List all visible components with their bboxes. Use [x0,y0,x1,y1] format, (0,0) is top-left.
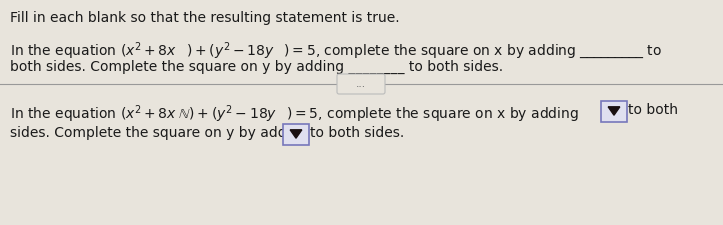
Polygon shape [290,130,301,138]
Text: Fill in each blank so that the resulting statement is true.: Fill in each blank so that the resulting… [10,11,400,25]
Polygon shape [608,107,620,115]
Text: sides. Complete the square on y by adding: sides. Complete the square on y by addin… [10,126,308,140]
Text: In the equation $(x^2 + 8x\;\mathbb{N}) + (y^2 - 18y\;\;\;) = 5$, complete the s: In the equation $(x^2 + 8x\;\mathbb{N}) … [10,103,579,125]
Text: ...: ... [356,79,366,89]
Text: both sides. Complete the square on y by adding ________ to both sides.: both sides. Complete the square on y by … [10,60,503,74]
FancyBboxPatch shape [337,74,385,94]
Text: to both sides.: to both sides. [310,126,404,140]
Text: to both: to both [628,103,678,117]
Bar [283,124,309,144]
Bar [601,101,627,122]
Text: In the equation $(x^2 + 8x\;\;\;) + (y^2 - 18y\;\;\;) = 5$, complete the square : In the equation $(x^2 + 8x\;\;\;) + (y^2… [10,40,662,61]
